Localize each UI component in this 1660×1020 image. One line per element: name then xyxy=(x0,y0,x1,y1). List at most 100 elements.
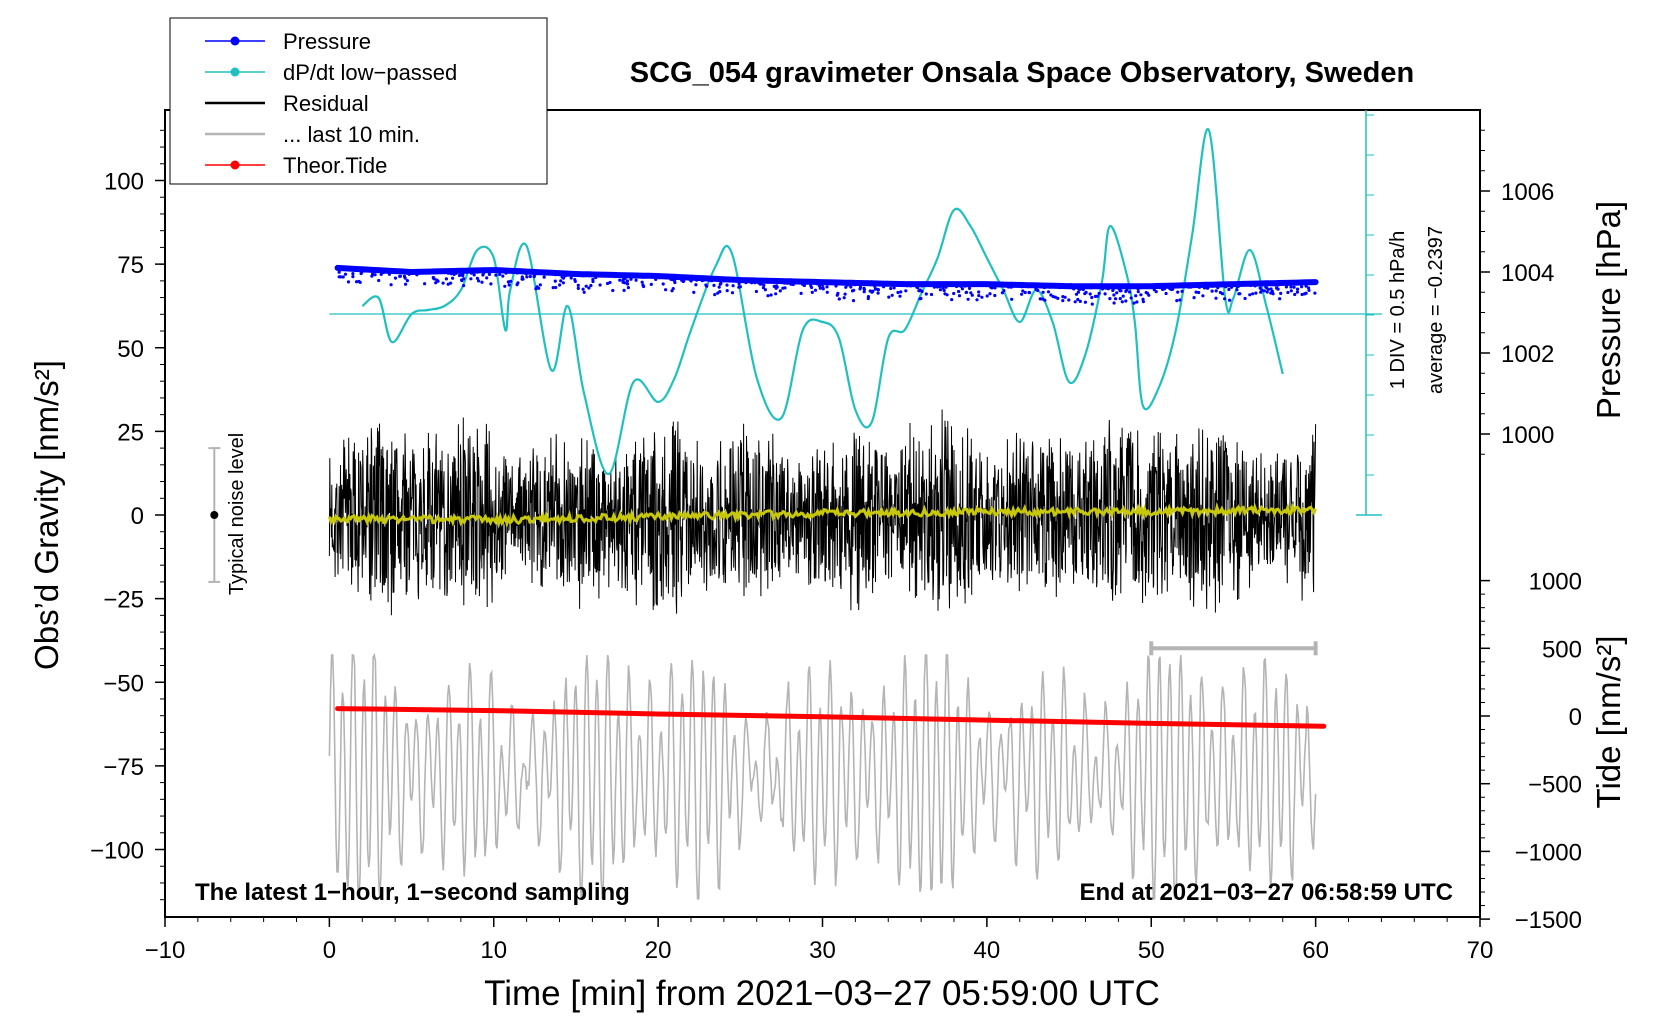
pressure-point xyxy=(507,283,511,287)
pressure-point xyxy=(1171,287,1175,291)
pressure-point xyxy=(1216,286,1220,290)
pressure-point xyxy=(967,286,972,290)
pressure-point xyxy=(966,297,970,301)
pressure-point xyxy=(938,285,942,289)
pressure-point xyxy=(469,277,473,281)
pressure-point xyxy=(1051,294,1055,299)
pressure-point xyxy=(725,278,729,282)
pressure-point xyxy=(959,284,963,288)
pressure-point xyxy=(1249,283,1253,288)
pressure-point xyxy=(713,293,717,297)
pressure-point xyxy=(357,279,361,284)
pressure-point xyxy=(927,283,931,287)
pressure-point xyxy=(670,289,674,293)
pressure-point xyxy=(866,295,871,299)
pressure-point xyxy=(1269,282,1273,286)
pressure-point xyxy=(382,267,386,271)
pressure-tick-label: 1006 xyxy=(1501,179,1554,206)
pressure-point xyxy=(871,289,875,293)
pressure-point xyxy=(1253,284,1257,288)
pressure-point xyxy=(860,281,864,285)
pressure-point xyxy=(621,280,625,284)
pressure-point xyxy=(1073,300,1077,304)
pressure-point xyxy=(792,280,796,284)
pressure-point xyxy=(482,271,486,275)
pressure-point xyxy=(1072,287,1076,291)
y-tick-label: 0 xyxy=(131,503,144,530)
pressure-point xyxy=(363,269,367,273)
pressure-point xyxy=(791,282,795,287)
pressure-point xyxy=(1223,297,1227,301)
pressure-point xyxy=(929,292,934,297)
pressure-point xyxy=(389,283,393,287)
pressure-point xyxy=(1176,290,1180,294)
pressure-point xyxy=(1134,285,1138,289)
pressure-point xyxy=(640,280,644,284)
pressure-point xyxy=(820,283,825,287)
pressure-point xyxy=(654,277,658,281)
pressure-point xyxy=(472,273,476,277)
pressure-point xyxy=(402,274,407,278)
pressure-point xyxy=(336,265,340,269)
pressure-point xyxy=(1126,284,1130,288)
x-axis: −10 0 10 20 30 40 50 60 70 xyxy=(145,917,1493,964)
pressure-point xyxy=(1115,285,1119,289)
pressure-point xyxy=(1111,288,1115,293)
pressure-point xyxy=(890,293,894,297)
pressure-point xyxy=(589,283,593,288)
x-tick-label: 30 xyxy=(809,937,836,964)
pressure-point xyxy=(436,279,440,283)
pressure-point xyxy=(1300,285,1304,289)
pressure-point xyxy=(542,275,546,279)
pressure-point xyxy=(1132,301,1136,305)
y-tick-label: 75 xyxy=(117,252,144,279)
pressure-point xyxy=(772,284,776,288)
pressure-point xyxy=(393,276,398,280)
pressure-point xyxy=(657,276,661,280)
pressure-point xyxy=(825,290,829,294)
pressure-point xyxy=(371,272,375,276)
pressure-point xyxy=(1076,290,1080,294)
pressure-point xyxy=(577,272,581,276)
pressure-point xyxy=(671,274,675,278)
pressure-point xyxy=(1081,287,1085,292)
pressure-point xyxy=(351,272,355,276)
legend-box xyxy=(169,17,548,185)
pressure-point xyxy=(462,284,466,288)
pressure-point xyxy=(1044,285,1049,289)
pressure-point xyxy=(944,281,948,286)
pressure-point xyxy=(598,283,602,287)
pressure-point xyxy=(1144,285,1149,289)
pressure-point xyxy=(899,281,903,285)
legend-label: Theor.Tide xyxy=(283,153,387,178)
pressure-point xyxy=(904,289,908,293)
pressure-point xyxy=(529,271,533,275)
pressure-point xyxy=(737,278,741,283)
tide-tick-label: 500 xyxy=(1542,636,1582,663)
pressure-point xyxy=(1138,286,1142,290)
pressure-point xyxy=(960,287,965,291)
pressure-point xyxy=(1061,299,1065,303)
pressure-point xyxy=(475,276,479,280)
pressure-point xyxy=(377,278,381,283)
theor-tide-series xyxy=(335,706,1327,729)
pressure-point xyxy=(433,271,437,275)
pressure-point xyxy=(945,293,949,297)
pressure-point xyxy=(625,279,630,283)
pressure-point xyxy=(817,284,822,288)
pressure-point xyxy=(1178,298,1182,302)
pressure-point xyxy=(493,267,497,271)
pressure-point xyxy=(738,285,743,289)
pressure-point xyxy=(915,282,919,286)
pressure-point xyxy=(1001,283,1005,287)
pressure-point xyxy=(924,292,928,296)
pressure-point xyxy=(611,288,615,293)
pressure-point xyxy=(769,293,773,297)
pressure-point xyxy=(1063,295,1067,299)
pressure-point xyxy=(1009,285,1013,289)
pressure-point xyxy=(487,272,491,276)
pressure-point xyxy=(841,281,845,285)
pressure-point xyxy=(634,278,638,282)
pressure-point xyxy=(963,284,967,288)
pressure-point xyxy=(622,276,627,280)
